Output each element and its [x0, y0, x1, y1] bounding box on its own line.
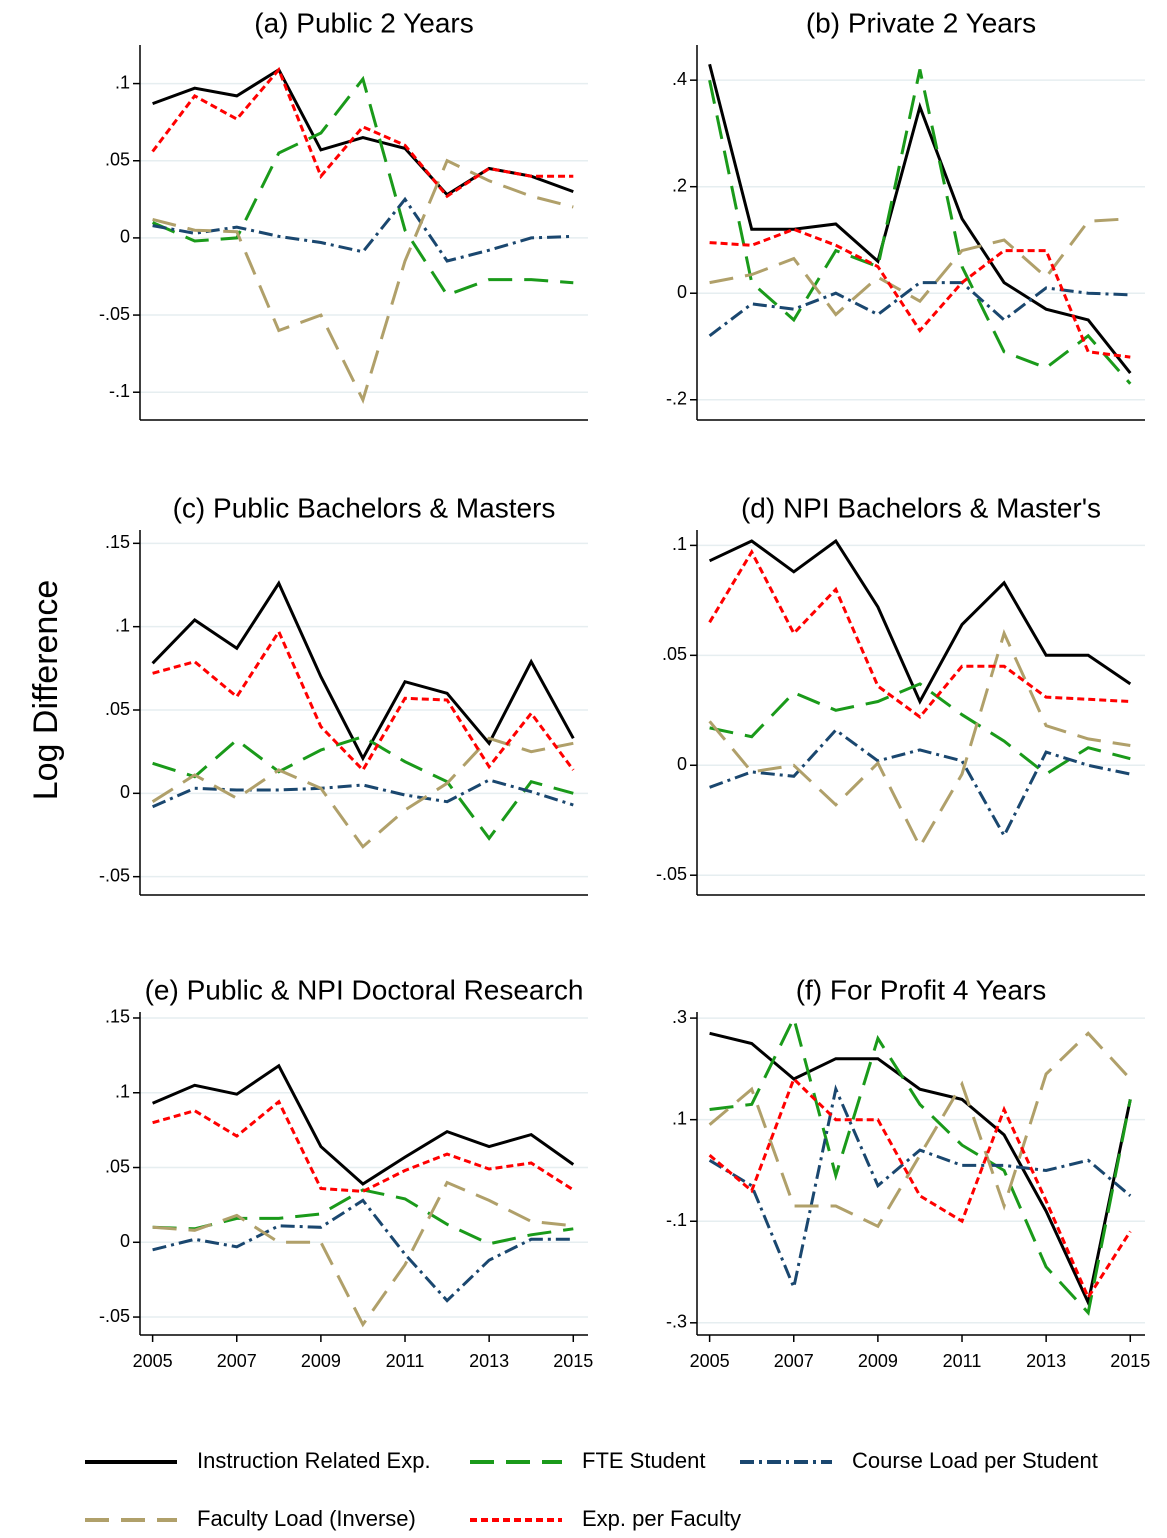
- y-tick-label: .4: [672, 69, 687, 89]
- y-tick-label: -.1: [666, 1210, 687, 1230]
- x-tick-label: 2011: [943, 1351, 982, 1371]
- chart-title: (c) Public Bachelors & Masters: [173, 492, 556, 523]
- y-tick-label: -.05: [99, 865, 130, 885]
- series-line: [709, 227, 1131, 359]
- series-line: [152, 1188, 574, 1246]
- x-tick-label: 2013: [1026, 1351, 1066, 1371]
- y-tick-label: .1: [672, 534, 687, 554]
- y-tick-label: -.05: [99, 304, 130, 324]
- y-tick-label: 0: [120, 782, 130, 802]
- series-line: [708, 1031, 1132, 1229]
- y-tick-label: .05: [105, 699, 130, 719]
- series-line: [152, 196, 574, 263]
- y-tick-label: .1: [115, 72, 130, 92]
- series-line: [709, 728, 1131, 839]
- series-line: [152, 1099, 575, 1193]
- y-tick-label: .05: [105, 1156, 130, 1176]
- series-line: [151, 66, 574, 199]
- y-tick-label: .2: [672, 175, 687, 195]
- series-line: [708, 629, 1131, 850]
- y-axis-label: Log Difference: [27, 580, 65, 801]
- x-tick-label: 2005: [690, 1351, 730, 1371]
- legend-label: FTE Student: [582, 1448, 706, 1473]
- x-tick-label: 2009: [301, 1351, 341, 1371]
- x-tick-label: 2007: [217, 1351, 257, 1371]
- y-tick-label: .1: [672, 1108, 687, 1128]
- y-tick-label: .1: [115, 615, 130, 635]
- legend-label: Exp. per Faculty: [582, 1506, 741, 1531]
- series-line: [709, 217, 1131, 317]
- x-tick-label: 2007: [774, 1351, 814, 1371]
- series-line: [152, 1180, 574, 1328]
- legend-label: Course Load per Student: [852, 1448, 1098, 1473]
- series-line: [709, 1031, 1132, 1308]
- y-tick-label: .15: [105, 532, 130, 552]
- chart-title: (b) Private 2 Years: [806, 7, 1036, 38]
- y-tick-label: -.3: [666, 1312, 687, 1332]
- y-tick-label: 0: [120, 1231, 130, 1251]
- series-line: [708, 548, 1131, 719]
- series-line: [708, 538, 1132, 705]
- y-tick-label: -.2: [666, 389, 687, 409]
- series-line: [152, 628, 575, 773]
- x-tick-label: 2015: [553, 1351, 593, 1371]
- series-line: [709, 682, 1131, 776]
- series-line: [152, 1063, 575, 1186]
- x-tick-label: 2009: [858, 1351, 898, 1371]
- series-line: [151, 75, 574, 297]
- y-tick-label: .05: [105, 149, 130, 169]
- x-tick-label: 2013: [469, 1351, 509, 1371]
- y-tick-label: -.05: [99, 1306, 130, 1326]
- y-tick-label: 0: [677, 754, 687, 774]
- y-tick-label: 0: [677, 282, 687, 302]
- series-line: [152, 1198, 574, 1303]
- y-tick-label: -.05: [656, 864, 687, 884]
- legend-label: Instruction Related Exp.: [197, 1448, 431, 1473]
- series-line: [151, 736, 574, 849]
- series-line: [151, 580, 575, 762]
- chart-title: (f) For Profit 4 Years: [796, 974, 1047, 1005]
- x-tick-label: 2005: [133, 1351, 173, 1371]
- series-line: [708, 1084, 1132, 1293]
- chart-title: (a) Public 2 Years: [254, 7, 473, 38]
- series-line: [152, 158, 574, 404]
- series-line: [152, 67, 574, 197]
- chart-title: (d) NPI Bachelors & Master's: [741, 492, 1101, 523]
- y-tick-label: .15: [105, 1007, 130, 1027]
- y-tick-label: -.1: [109, 381, 130, 401]
- series-line: [152, 735, 574, 841]
- series-line: [708, 281, 1131, 337]
- y-tick-label: .1: [115, 1082, 130, 1102]
- series-line: [708, 69, 1132, 385]
- series-line: [708, 63, 1132, 375]
- series-line: [709, 1013, 1132, 1316]
- legend-label: Faculty Load (Inverse): [197, 1506, 416, 1531]
- x-tick-label: 2015: [1110, 1351, 1150, 1371]
- chart-title: (e) Public & NPI Doctoral Research: [145, 974, 584, 1005]
- series-line: [708, 1076, 1132, 1301]
- y-tick-label: .3: [672, 1007, 687, 1027]
- y-tick-label: .05: [662, 644, 687, 664]
- x-tick-label: 2011: [386, 1351, 425, 1371]
- y-tick-label: 0: [120, 227, 130, 247]
